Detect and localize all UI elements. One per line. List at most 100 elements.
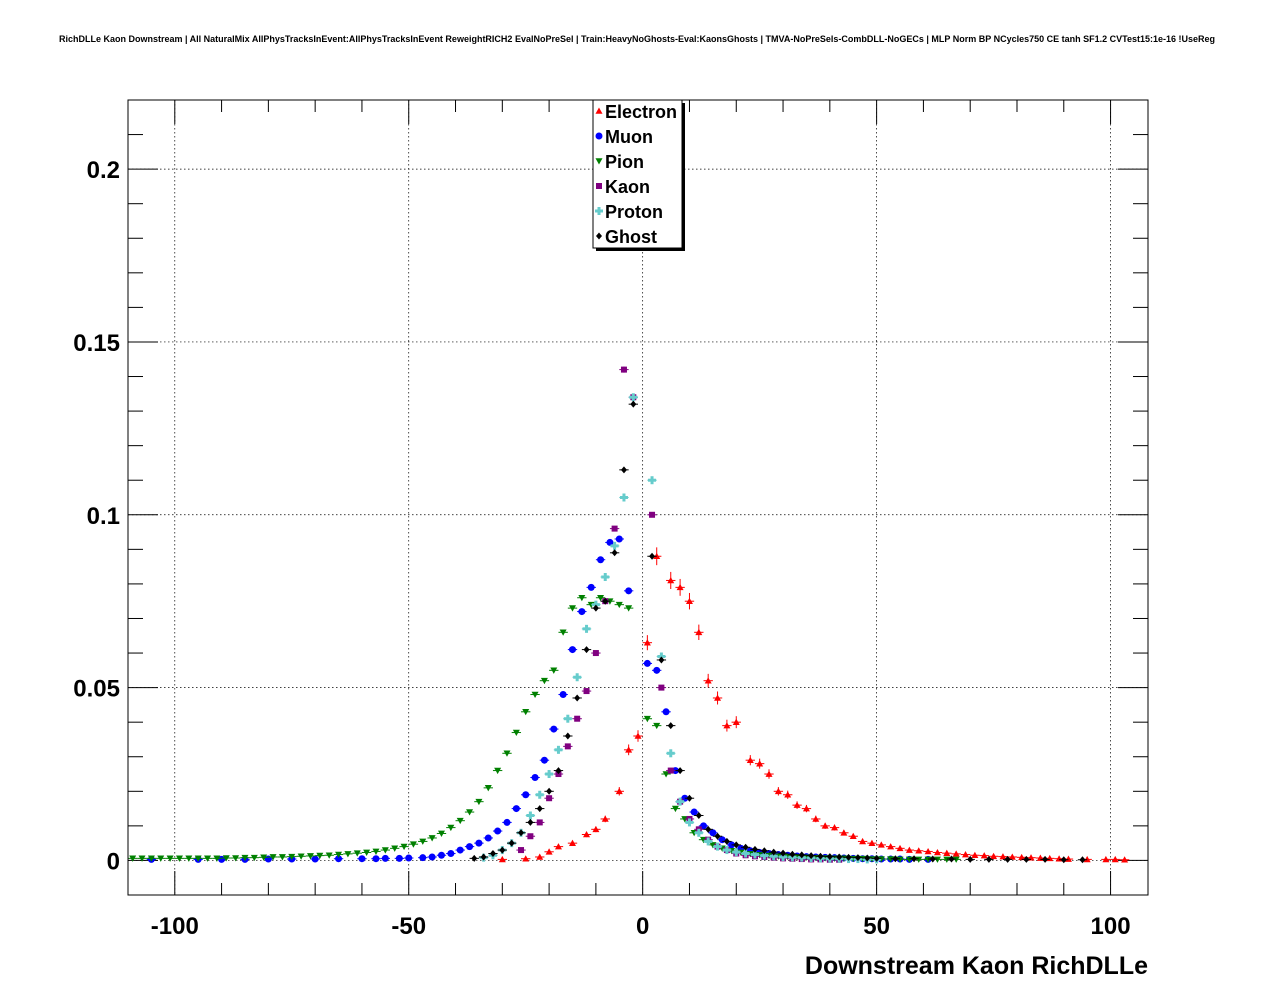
data-point-muon — [643, 659, 651, 667]
data-point-electron — [625, 746, 633, 753]
data-point-electron — [667, 576, 675, 584]
data-point-proton — [648, 476, 657, 485]
data-point-proton — [713, 842, 722, 851]
data-point-muon — [466, 843, 474, 851]
data-point-ghost — [555, 767, 562, 775]
data-point-ghost — [546, 787, 553, 795]
data-point-kaon — [649, 511, 656, 518]
data-point-pion — [213, 855, 221, 862]
data-point-kaon — [611, 525, 618, 532]
data-point-proton — [563, 714, 572, 723]
data-point-proton — [554, 745, 563, 754]
data-point-ghost — [985, 855, 992, 863]
data-point-pion — [222, 855, 230, 862]
data-point-muon — [587, 583, 595, 591]
data-point-pion — [400, 843, 408, 851]
data-point-muon — [615, 535, 623, 543]
data-point-muon — [597, 556, 605, 564]
data-point-muon — [419, 854, 427, 862]
data-point-ghost — [611, 549, 618, 557]
data-point-ghost — [564, 732, 571, 740]
data-point-proton — [769, 852, 778, 861]
data-point-electron — [784, 791, 792, 798]
data-point-electron — [643, 639, 651, 646]
data-point-pion — [428, 835, 436, 842]
data-point-muon — [709, 829, 717, 837]
data-point-pion — [232, 855, 240, 862]
data-point-muon — [405, 854, 413, 862]
data-point-electron — [1102, 855, 1110, 863]
data-point-ghost — [742, 843, 749, 851]
data-point-pion — [915, 856, 923, 863]
data-point-electron — [695, 628, 703, 636]
data-point-ghost — [789, 850, 796, 858]
legend-box — [592, 99, 683, 249]
data-point-pion — [419, 838, 427, 845]
data-point-muon — [559, 691, 567, 699]
data-point-pion — [924, 856, 932, 863]
data-point-muon — [475, 839, 483, 847]
data-point-ghost — [817, 852, 824, 860]
data-point-pion — [466, 809, 474, 816]
data-point-pion — [185, 855, 193, 862]
data-point-pion — [129, 855, 137, 862]
data-point-electron — [849, 832, 857, 840]
data-point-muon — [512, 805, 520, 813]
data-point-pion — [484, 785, 492, 792]
data-point-pion — [363, 849, 371, 856]
data-point-electron — [952, 850, 960, 857]
data-point-electron — [802, 805, 810, 812]
data-point-electron — [704, 677, 712, 684]
data-point-ghost — [695, 812, 702, 819]
data-point-electron — [714, 694, 722, 701]
data-point-kaon — [620, 366, 627, 373]
data-point-electron — [887, 843, 895, 850]
x-axis-title: Downstream Kaon RichDLLe — [805, 952, 1148, 980]
data-point-pion — [456, 817, 464, 825]
data-point-muon — [437, 851, 445, 859]
data-point-pion — [372, 848, 380, 855]
data-point-pion — [288, 853, 296, 861]
data-point-electron — [723, 722, 731, 729]
data-point-ghost — [649, 552, 656, 560]
data-point-muon — [531, 773, 539, 781]
data-point-ghost — [602, 597, 609, 605]
data-point-electron — [859, 837, 867, 845]
data-point-pion — [344, 851, 352, 858]
data-point-muon — [311, 855, 319, 863]
data-point-proton — [526, 811, 535, 820]
data-point-ghost — [770, 848, 777, 856]
data-point-electron — [1121, 856, 1129, 863]
data-point-pion — [615, 601, 623, 609]
data-point-pion — [896, 856, 904, 863]
data-point-pion — [381, 847, 389, 854]
data-point-pion — [578, 594, 586, 602]
data-point-muon — [381, 854, 389, 862]
data-point-muon — [494, 827, 502, 835]
series-muon — [146, 535, 933, 863]
data-point-pion — [540, 677, 548, 685]
data-point-ghost — [499, 846, 506, 854]
data-point-pion — [316, 852, 324, 860]
data-point-electron — [554, 843, 562, 850]
data-point-ghost — [733, 841, 740, 849]
data-point-pion — [494, 767, 502, 775]
data-point-kaon — [658, 684, 665, 691]
data-point-electron — [990, 852, 998, 860]
data-point-pion — [147, 855, 155, 862]
data-point-kaon — [583, 688, 590, 695]
y-tick-label: 0.1 — [87, 503, 120, 530]
data-point-pion — [194, 855, 202, 862]
data-point-electron — [793, 801, 801, 808]
data-point-proton — [573, 673, 582, 682]
legend-label-electron: Electron — [605, 102, 677, 122]
data-point-proton — [741, 849, 750, 858]
data-point-electron — [634, 732, 642, 739]
data-point-pion — [905, 856, 913, 863]
data-point-electron — [812, 815, 820, 822]
data-point-muon — [522, 791, 530, 799]
data-point-proton — [582, 624, 591, 633]
data-point-pion — [175, 855, 183, 862]
data-point-muon — [578, 608, 586, 616]
